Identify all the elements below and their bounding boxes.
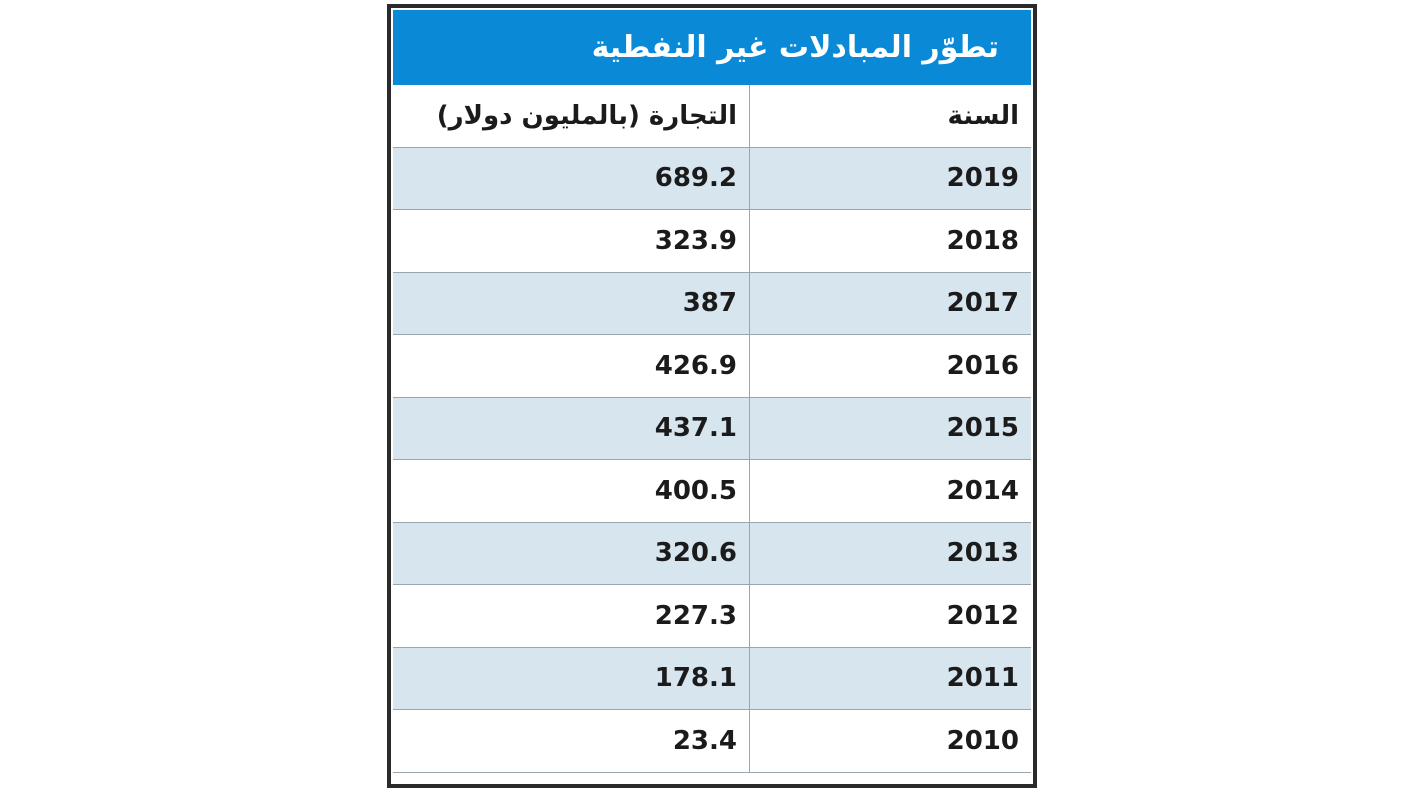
table-row: 2017 387 (393, 272, 1031, 335)
year-cell: 2013 (749, 522, 1031, 584)
header-row: السنة التجارة (بالمليون دولار) (393, 85, 1031, 148)
table-title: تطوّر المبادلات غير النفطية (393, 10, 1031, 85)
value-cell: 23.4 (397, 710, 749, 772)
table-row: 2014 400.5 (393, 460, 1031, 523)
value-cell: 437.1 (397, 398, 749, 460)
value-text: 400.5 (654, 475, 737, 506)
year-cell: 2016 (749, 335, 1031, 397)
year-cell: 2010 (749, 710, 1031, 772)
value-cell: 400.5 (397, 460, 749, 522)
table-row: 2010 23.4 (393, 710, 1031, 773)
value-cell: 323.9 (397, 210, 749, 272)
table-row: 2011 178.1 (393, 647, 1031, 710)
value-text: 323.9 (654, 225, 737, 256)
year-cell: 2019 (749, 147, 1031, 209)
header-cell: التجارة (بالمليون دولار) (436, 100, 737, 131)
table-frame: تطوّر المبادلات غير النفطية السنة التجارة… (387, 4, 1037, 788)
table: السنة التجارة (بالمليون دولار) 2019 689.2 20… (393, 85, 1031, 773)
value-text: 320.6 (654, 538, 737, 569)
value-text: 23.4 (672, 725, 737, 756)
year-cell: 2018 (749, 210, 1031, 272)
year-cell: 2011 (749, 647, 1031, 709)
table-row: 2015 437.1 (393, 397, 1031, 460)
table-row: 2018 323.9 (393, 210, 1031, 273)
value-text: 178.1 (654, 663, 737, 694)
value-cell: 227.3 (397, 585, 749, 647)
year-cell: 2012 (749, 585, 1031, 647)
value-cell: 320.6 (397, 523, 749, 585)
table-row: 2012 227.3 (393, 585, 1031, 648)
value-text: 437.1 (654, 413, 737, 444)
value-cell: 387 (397, 273, 749, 335)
year-cell: 2014 (749, 460, 1031, 522)
table-row: 2019 689.2 (393, 147, 1031, 210)
year-cell: 2017 (749, 272, 1031, 334)
value-cell: 426.9 (397, 335, 749, 397)
value-text: 387 (682, 288, 737, 319)
value-text: 426.9 (654, 350, 737, 381)
table-row: 2013 320.6 (393, 522, 1031, 585)
year-cell: 2015 (749, 397, 1031, 459)
value-cell: 178.1 (397, 648, 749, 710)
table-row: 2016 426.9 (393, 335, 1031, 398)
header-cell: السنة (749, 85, 1031, 147)
value-cell: 689.2 (397, 148, 749, 210)
value-text: 689.2 (654, 163, 737, 194)
value-text: 227.3 (654, 600, 737, 631)
